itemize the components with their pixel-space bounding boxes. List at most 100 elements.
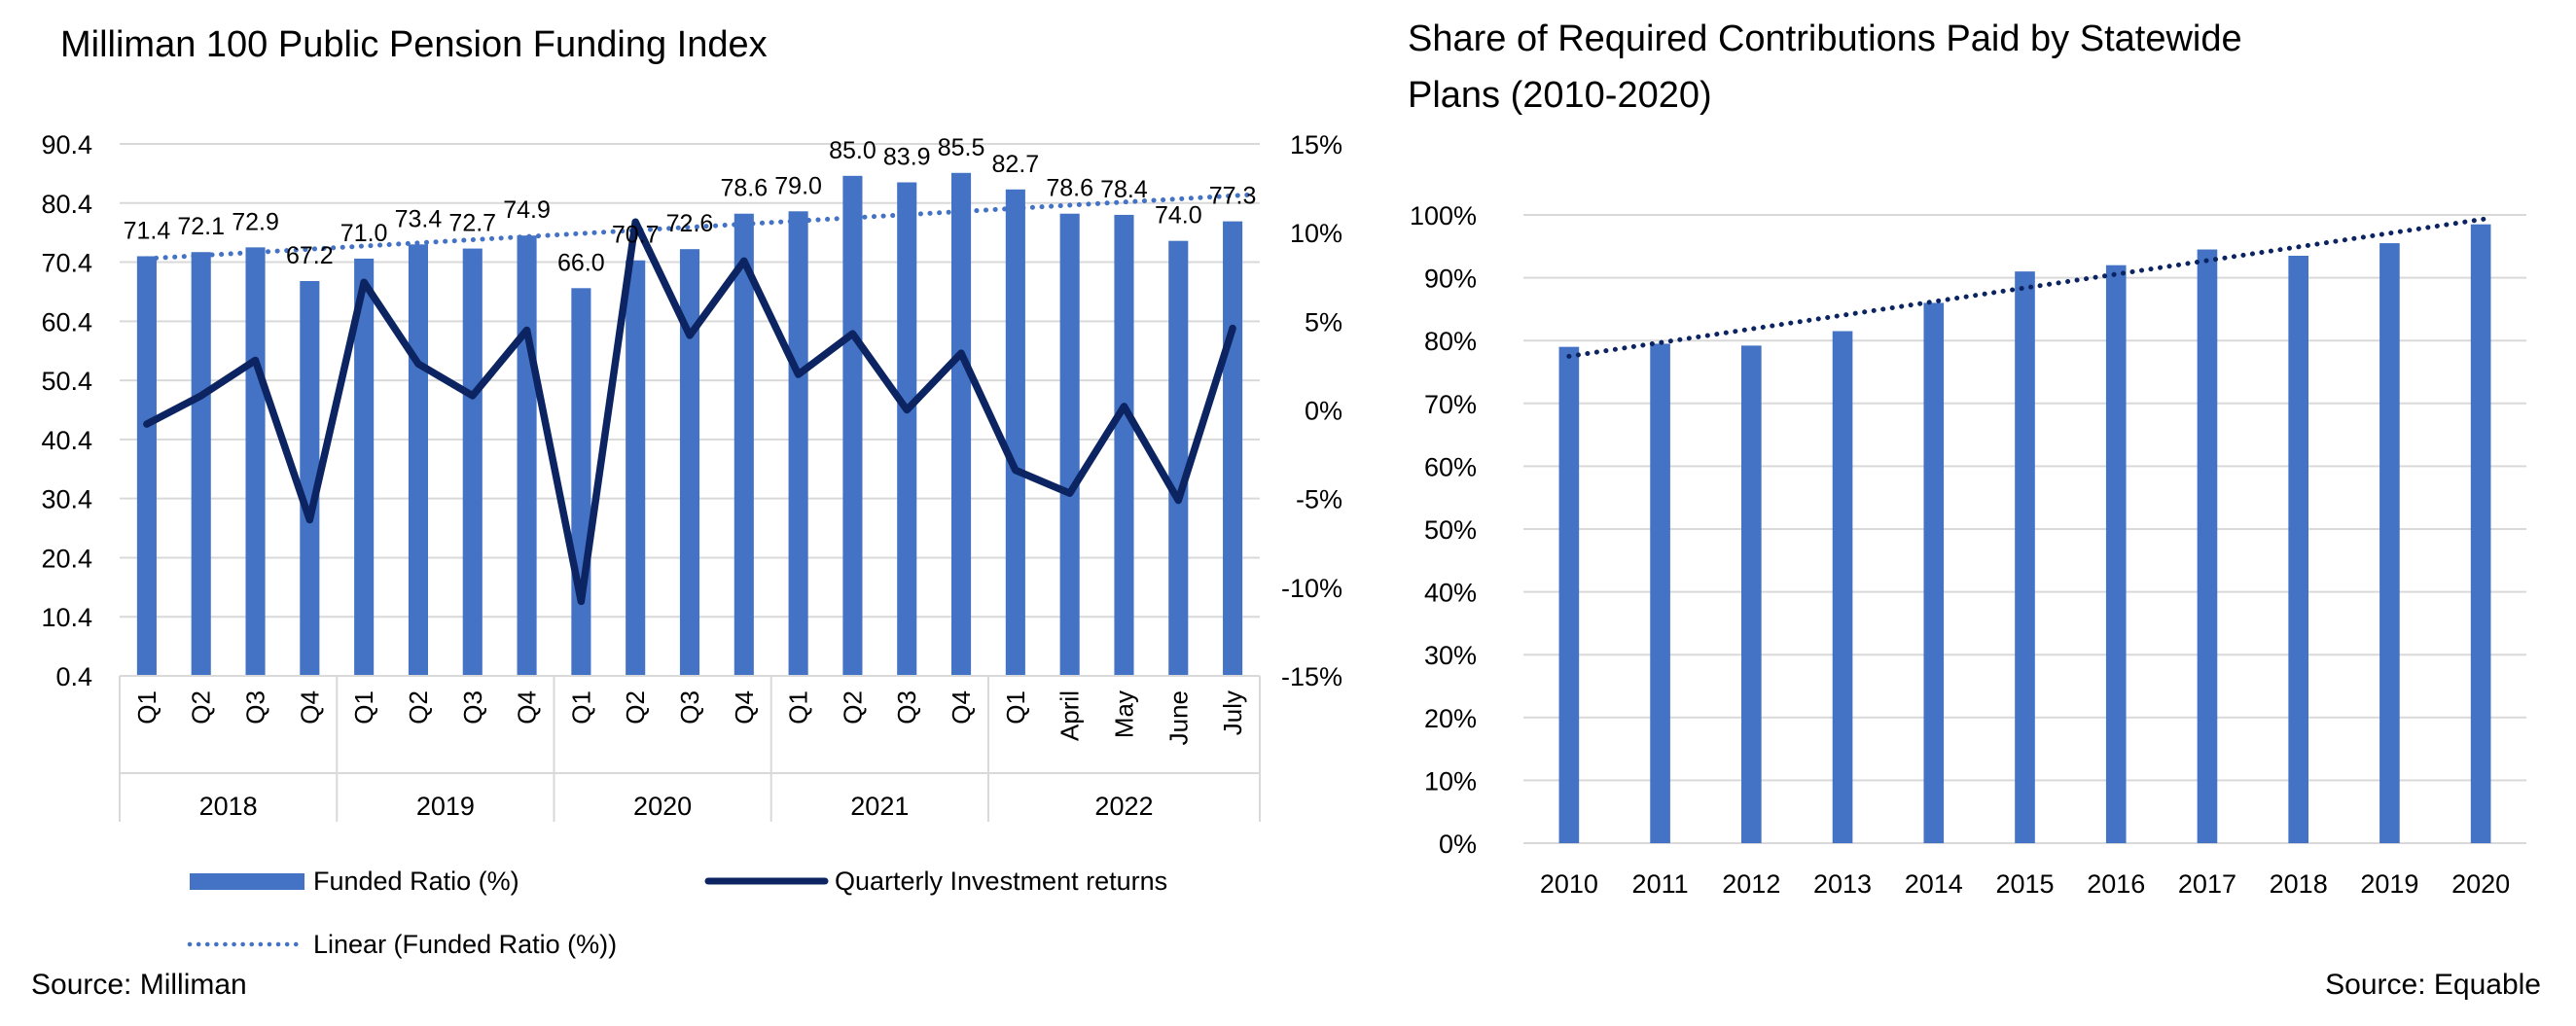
x-tick-label: Q2 bbox=[404, 690, 433, 725]
x-tick-label: Q3 bbox=[892, 690, 921, 725]
funded-ratio-bar bbox=[626, 260, 646, 676]
funded-ratio-bar bbox=[571, 288, 591, 676]
bar-data-label: 77.3 bbox=[1209, 183, 1257, 210]
contribution-trendline bbox=[1566, 215, 2493, 359]
legend-label-linear: Linear (Funded Ratio (%)) bbox=[313, 930, 617, 959]
bar-data-label: 79.0 bbox=[774, 172, 822, 199]
x-tick-label: 2017 bbox=[2178, 869, 2236, 899]
x-group-label: 2020 bbox=[633, 792, 692, 821]
funded-ratio-bar bbox=[354, 258, 375, 676]
bar-data-label: 78.4 bbox=[1100, 176, 1148, 203]
x-tick-label: Q1 bbox=[1001, 690, 1030, 725]
bar-data-label: 83.9 bbox=[883, 144, 931, 171]
y2-tick-label: 10% bbox=[1290, 219, 1342, 248]
contribution-bar bbox=[2379, 243, 2400, 843]
bar-data-label: 71.4 bbox=[124, 217, 171, 244]
funded-ratio-bar bbox=[245, 247, 266, 676]
x-tick-label: Q1 bbox=[132, 690, 161, 725]
x-group-label: 2018 bbox=[199, 792, 258, 821]
funded-ratio-bar bbox=[679, 249, 700, 676]
x-tick-label: April bbox=[1055, 690, 1085, 741]
funded-ratio-bar bbox=[842, 175, 863, 676]
y-tick-label: 90% bbox=[1424, 265, 1477, 294]
quarterly-returns-line bbox=[143, 218, 1236, 606]
left-chart: Milliman 100 Public Pension Funding Inde… bbox=[31, 24, 1342, 1001]
bar-data-label: 72.7 bbox=[448, 210, 496, 237]
y-tick-label: 40% bbox=[1424, 579, 1477, 608]
x-group-label: 2021 bbox=[850, 792, 909, 821]
legend-swatch-bar bbox=[190, 873, 304, 890]
y-tick-label: 50% bbox=[1424, 515, 1477, 545]
bar-data-label: 85.0 bbox=[829, 137, 877, 164]
funded-ratio-bar bbox=[1114, 214, 1134, 676]
y-tick-label: 100% bbox=[1410, 201, 1477, 230]
x-tick-label: Q2 bbox=[838, 690, 867, 725]
left-bars bbox=[136, 172, 1243, 677]
contribution-bar bbox=[1923, 302, 1945, 843]
y-tick-label: 40.4 bbox=[41, 426, 92, 455]
contribution-bar bbox=[2470, 224, 2491, 843]
left-x-axis: Q1 Q2 Q3 Q4 Q1 Q2 Q3 Q4 Q1 Q2 Q3 Q4 Q1 Q2 Q3 Q4 Q1 April M… bbox=[119, 675, 1261, 822]
bar-data-label: 72.9 bbox=[232, 208, 279, 235]
bar-data-label: 71.0 bbox=[340, 220, 388, 247]
x-tick-label: 2015 bbox=[1995, 869, 2054, 899]
bar-data-label: 78.6 bbox=[1046, 175, 1093, 202]
right-source: Source: Equable bbox=[2325, 969, 2541, 1001]
x-tick-label: Q1 bbox=[566, 690, 595, 725]
left-y-axis-right: -15% -10% -5% 0% 5% 10% 15% bbox=[1281, 130, 1342, 691]
left-source: Source: Milliman bbox=[31, 969, 247, 1001]
legend-item-returns: Quarterly Investment returns bbox=[704, 867, 1167, 896]
bar-data-label: 70.7 bbox=[612, 222, 660, 249]
funded-ratio-bar bbox=[1059, 213, 1080, 676]
y-tick-label: 90.4 bbox=[41, 130, 92, 159]
legend-label-returns: Quarterly Investment returns bbox=[835, 867, 1167, 896]
left-returns-line bbox=[143, 218, 1236, 606]
x-tick-label: 2010 bbox=[1540, 869, 1598, 899]
x-tick-label: Q1 bbox=[349, 690, 378, 725]
x-tick-label: 2013 bbox=[1813, 869, 1872, 899]
y-tick-label: 30.4 bbox=[41, 485, 92, 514]
y2-tick-label: -10% bbox=[1281, 574, 1342, 603]
y-tick-label: 80% bbox=[1424, 327, 1477, 356]
y-tick-label: 30% bbox=[1424, 641, 1477, 670]
bar-data-label: 74.9 bbox=[503, 196, 551, 224]
funded-ratio-bar bbox=[517, 235, 537, 676]
x-tick-label: Q3 bbox=[675, 690, 704, 725]
y-tick-label: 0% bbox=[1439, 830, 1477, 859]
bar-data-label: 78.6 bbox=[720, 175, 768, 202]
y-tick-label: 70% bbox=[1424, 390, 1477, 419]
y-tick-label: 0.4 bbox=[55, 662, 92, 691]
left-y-axis-left: 0.4 10.4 20.4 30.4 40.4 50.4 60.4 70.4 80.4 90.4 bbox=[41, 130, 92, 691]
y-tick-label: 10.4 bbox=[41, 603, 92, 632]
x-group-label: 2022 bbox=[1094, 792, 1153, 821]
contribution-bar bbox=[1832, 331, 1853, 843]
x-tick-label: 2011 bbox=[1632, 869, 1689, 899]
funded-ratio-bar bbox=[951, 172, 972, 676]
funded-ratio-bar bbox=[191, 252, 211, 676]
contribution-bar bbox=[2105, 265, 2127, 843]
x-tick-label: Q2 bbox=[621, 690, 650, 725]
right-y-axis: 0% 10% 20% 30% 40% 50% 60% 70% 80% 90% 100% bbox=[1410, 201, 1477, 859]
x-tick-label: 2012 bbox=[1722, 869, 1780, 899]
x-tick-label: May bbox=[1109, 690, 1138, 738]
x-tick-label: 2014 bbox=[1905, 869, 1963, 899]
x-tick-label: 2019 bbox=[2360, 869, 2418, 899]
legend-item-funded-ratio: Funded Ratio (%) bbox=[190, 867, 519, 896]
bar-data-label: 82.7 bbox=[992, 151, 1040, 178]
y-tick-label: 80.4 bbox=[41, 190, 92, 219]
y2-tick-label: -15% bbox=[1281, 662, 1342, 691]
bar-data-label: 74.0 bbox=[1155, 202, 1202, 230]
funded-ratio-bar bbox=[1223, 221, 1243, 676]
contribution-bar bbox=[2015, 271, 2035, 843]
funded-ratio-trendline bbox=[144, 192, 1253, 262]
x-tick-label: Q2 bbox=[187, 690, 216, 725]
funded-ratio-bar bbox=[462, 248, 483, 676]
x-tick-label: Q3 bbox=[458, 690, 487, 725]
x-tick-label: Q4 bbox=[730, 690, 759, 725]
y-tick-label: 20% bbox=[1424, 704, 1477, 733]
y-tick-label: 10% bbox=[1424, 766, 1477, 796]
y-tick-label: 50.4 bbox=[41, 367, 92, 396]
x-tick-label: Q3 bbox=[241, 690, 270, 725]
left-data-labels: 71.4 72.1 72.9 67.271.0 73.4 72.7 74.966.0 70.7… bbox=[124, 134, 1257, 277]
